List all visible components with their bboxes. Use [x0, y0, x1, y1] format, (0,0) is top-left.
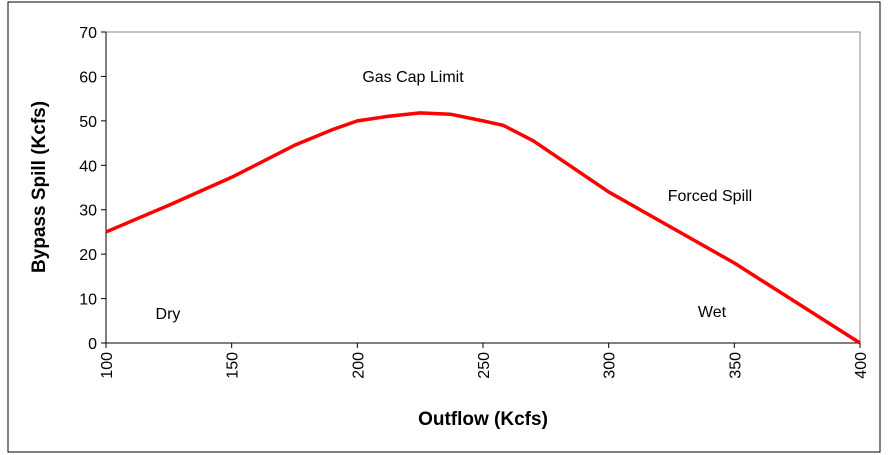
annotation: Dry: [156, 306, 181, 323]
x-tick-label: 400: [853, 352, 870, 379]
y-tick-label: 40: [79, 158, 97, 175]
y-tick-label: 60: [79, 69, 97, 86]
y-tick-label: 70: [79, 25, 97, 42]
x-tick-label: 350: [727, 352, 744, 379]
annotation: Forced Spill: [668, 188, 752, 205]
x-tick-label: 100: [99, 352, 116, 379]
chart-border: [7, 1, 881, 453]
x-tick-label: 250: [476, 352, 493, 379]
x-tick-label: 150: [225, 352, 242, 379]
y-tick-label: 10: [79, 292, 97, 309]
y-axis-title: Bypass Spill (Kcfs): [29, 101, 50, 273]
x-axis-title: Outflow (Kcfs): [418, 409, 548, 430]
x-tick-label: 200: [350, 352, 367, 379]
x-tick-label: 300: [602, 352, 619, 379]
data-line: [105, 111, 861, 345]
y-tick-label: 20: [79, 247, 97, 264]
y-tick-label: 50: [79, 114, 97, 131]
y-tick-label: 30: [79, 203, 97, 220]
annotation: Wet: [698, 304, 727, 321]
y-tick-label: 0: [88, 336, 97, 353]
annotation: Gas Cap Limit: [362, 69, 464, 86]
